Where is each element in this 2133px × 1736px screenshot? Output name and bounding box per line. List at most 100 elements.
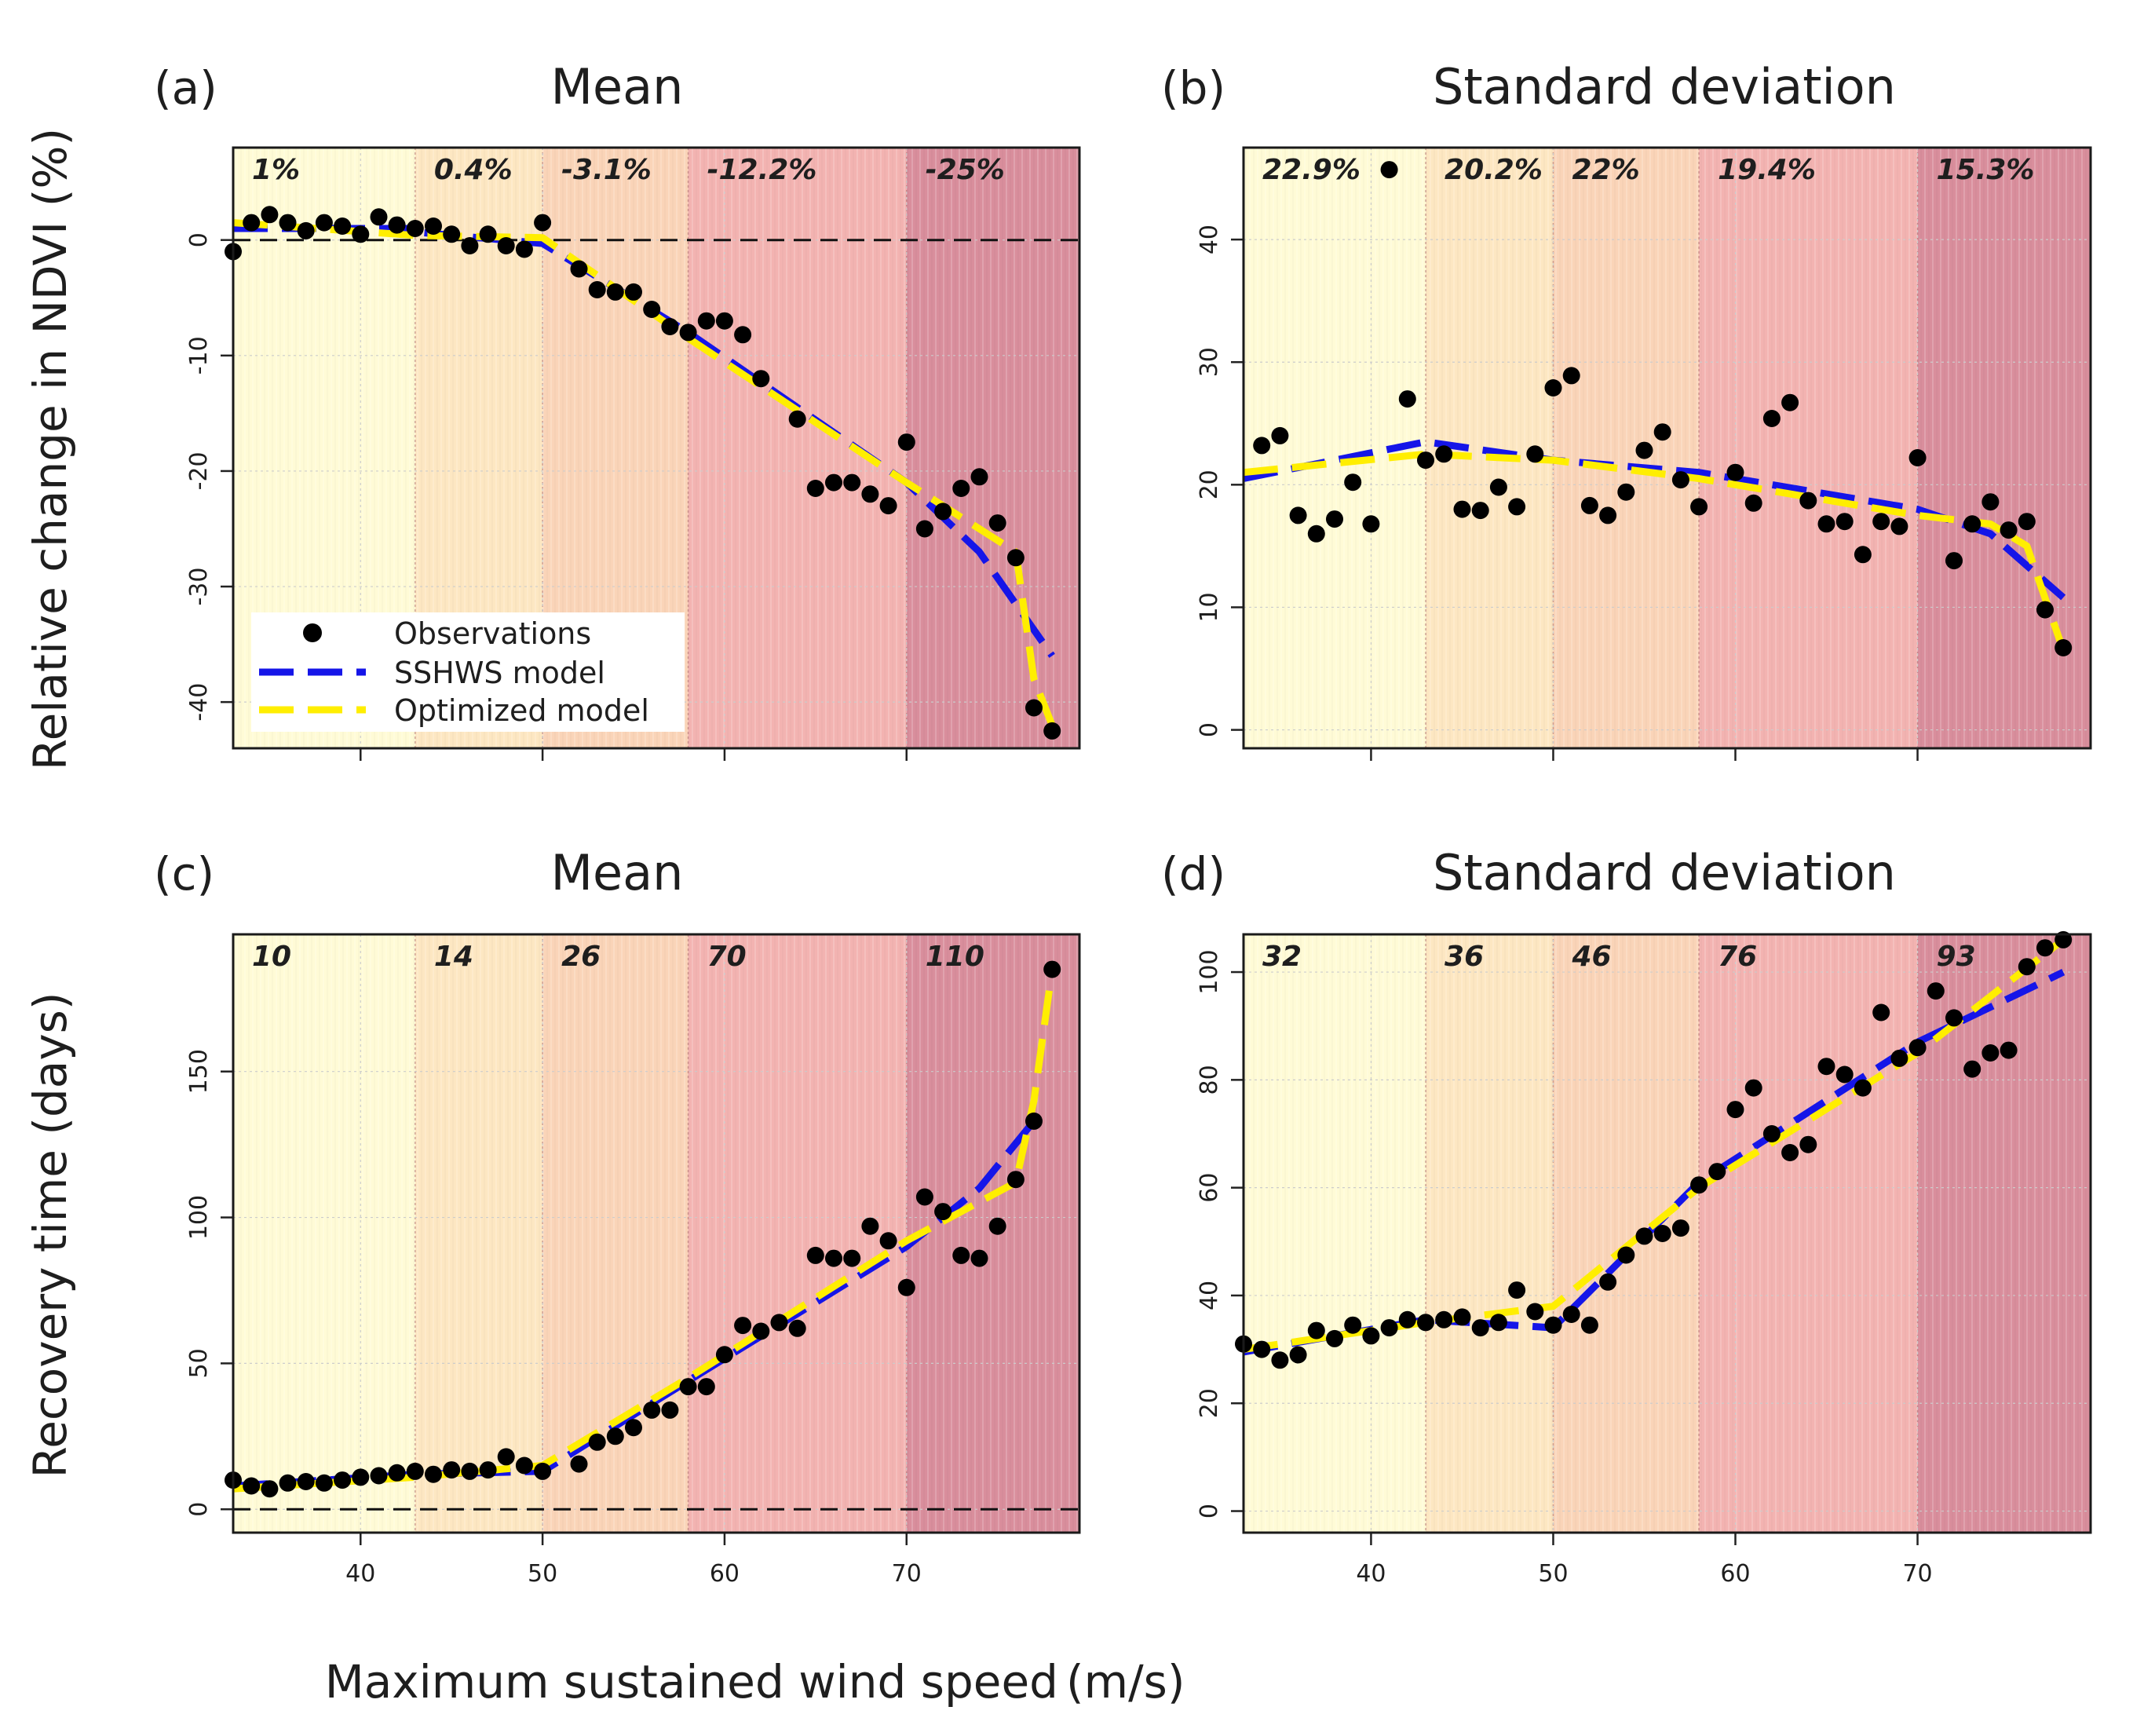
observation-point <box>261 1480 279 1498</box>
observation-point <box>261 206 279 224</box>
observation-point <box>406 220 424 237</box>
observation-point <box>388 216 406 234</box>
observation-point <box>1799 1135 1817 1153</box>
observation-point <box>752 370 770 388</box>
category-band-hatch <box>1553 148 1700 748</box>
y-tick-label: 10 <box>1196 592 1223 622</box>
observation-point <box>1872 1003 1890 1021</box>
observation-point <box>897 1278 915 1296</box>
observation-point <box>2018 958 2036 976</box>
observation-point <box>843 473 861 492</box>
x-tick-label: 40 <box>345 1560 375 1588</box>
y-tick-label: 150 <box>185 1049 213 1094</box>
observation-point <box>915 1188 933 1206</box>
observation-point <box>770 1314 788 1332</box>
observation-point <box>1253 1340 1271 1358</box>
y-tick-label: 40 <box>1196 1281 1223 1310</box>
observation-point <box>243 214 261 232</box>
observation-point <box>2000 1041 2018 1059</box>
observation-point <box>661 318 679 335</box>
observation-point <box>934 503 952 521</box>
category-label: -3.1% <box>561 154 652 186</box>
observation-point <box>1963 1060 1981 1078</box>
observation-point <box>425 217 442 235</box>
observation-point <box>897 433 915 451</box>
observation-point <box>679 1378 697 1396</box>
category-band-hatch <box>688 148 907 748</box>
x-tick-label: 50 <box>1538 1560 1568 1588</box>
y-tick-label: 80 <box>1196 1065 1223 1095</box>
observation-point <box>1599 1273 1617 1291</box>
observation-point <box>625 283 642 301</box>
observation-point <box>970 1249 988 1267</box>
panel-letter: (b) <box>1161 61 1225 115</box>
observation-point <box>443 1461 461 1479</box>
observation-point <box>1362 515 1380 533</box>
observation-point <box>1580 496 1598 514</box>
observation-point <box>861 485 879 503</box>
observation-point <box>2018 513 2036 531</box>
y-tick-label: -30 <box>185 568 213 606</box>
observation-point <box>1817 515 1835 533</box>
observation-point <box>606 283 624 301</box>
observation-point <box>1835 1065 1854 1084</box>
observation-point <box>1799 492 1817 510</box>
observation-point <box>2000 521 2018 539</box>
y-tick-label: 0 <box>1196 1504 1223 1519</box>
observation-point <box>1890 517 1908 535</box>
observation-point <box>1471 502 1489 520</box>
observation-point <box>643 1401 661 1419</box>
y-tick-label: 20 <box>1196 1388 1223 1418</box>
panel-b: (b) Standard deviation 0 10 20 30 40 22.9% 20… <box>1161 58 2092 761</box>
category-label: -12.2% <box>707 154 817 186</box>
y-tick-label: -40 <box>185 683 213 722</box>
observation-point <box>1006 549 1024 567</box>
legend-observations-marker <box>303 623 322 642</box>
legend-optimized-label: Optimized model <box>394 693 649 728</box>
category-label: 110 <box>926 941 984 973</box>
panel-letter: (a) <box>154 61 217 115</box>
observation-point <box>1471 1319 1489 1337</box>
category-band-hatch <box>1244 934 1426 1533</box>
observation-point <box>934 1203 952 1221</box>
observation-point <box>1854 1079 1872 1097</box>
observation-point <box>1453 1308 1471 1326</box>
category-label: 22.9% <box>1262 154 1361 186</box>
plot-frame <box>1242 933 2092 1534</box>
observation-point <box>1690 498 1708 516</box>
y-tick-label: -10 <box>185 336 213 375</box>
panel-title: Standard deviation <box>1433 58 1896 115</box>
observation-point <box>1417 1314 1434 1332</box>
y-tick-label: 0 <box>1196 722 1223 737</box>
observation-point <box>515 240 533 258</box>
observation-point <box>734 1317 752 1335</box>
observation-point <box>697 1378 715 1396</box>
observation-point <box>1508 1281 1526 1299</box>
category-label: 0.4% <box>434 154 513 186</box>
observation-point <box>679 323 697 342</box>
observation-point <box>806 480 824 497</box>
observation-point <box>843 1249 861 1267</box>
category-band-hatch <box>1699 934 1918 1533</box>
observation-point <box>1289 1346 1307 1364</box>
observation-point <box>534 214 552 232</box>
observation-point <box>1708 1163 1726 1181</box>
observation-point <box>752 1322 770 1340</box>
observation-point <box>788 410 806 428</box>
x-tick-label: 70 <box>1902 1560 1932 1588</box>
observation-point <box>715 1346 733 1364</box>
xlabel: Maximum sustained wind speed <box>325 1655 1058 1709</box>
observation-point <box>1508 498 1526 516</box>
observation-point <box>1690 1176 1708 1194</box>
y-tick-label: 100 <box>1196 949 1223 994</box>
category-label: 10 <box>252 941 291 973</box>
observation-point <box>243 1477 261 1495</box>
observation-point <box>915 520 933 538</box>
observation-point <box>643 301 661 318</box>
observation-point <box>1043 722 1061 740</box>
observation-point <box>1653 1225 1671 1242</box>
observation-point <box>825 473 842 492</box>
category-label: 70 <box>707 941 747 973</box>
observation-point <box>370 208 388 226</box>
